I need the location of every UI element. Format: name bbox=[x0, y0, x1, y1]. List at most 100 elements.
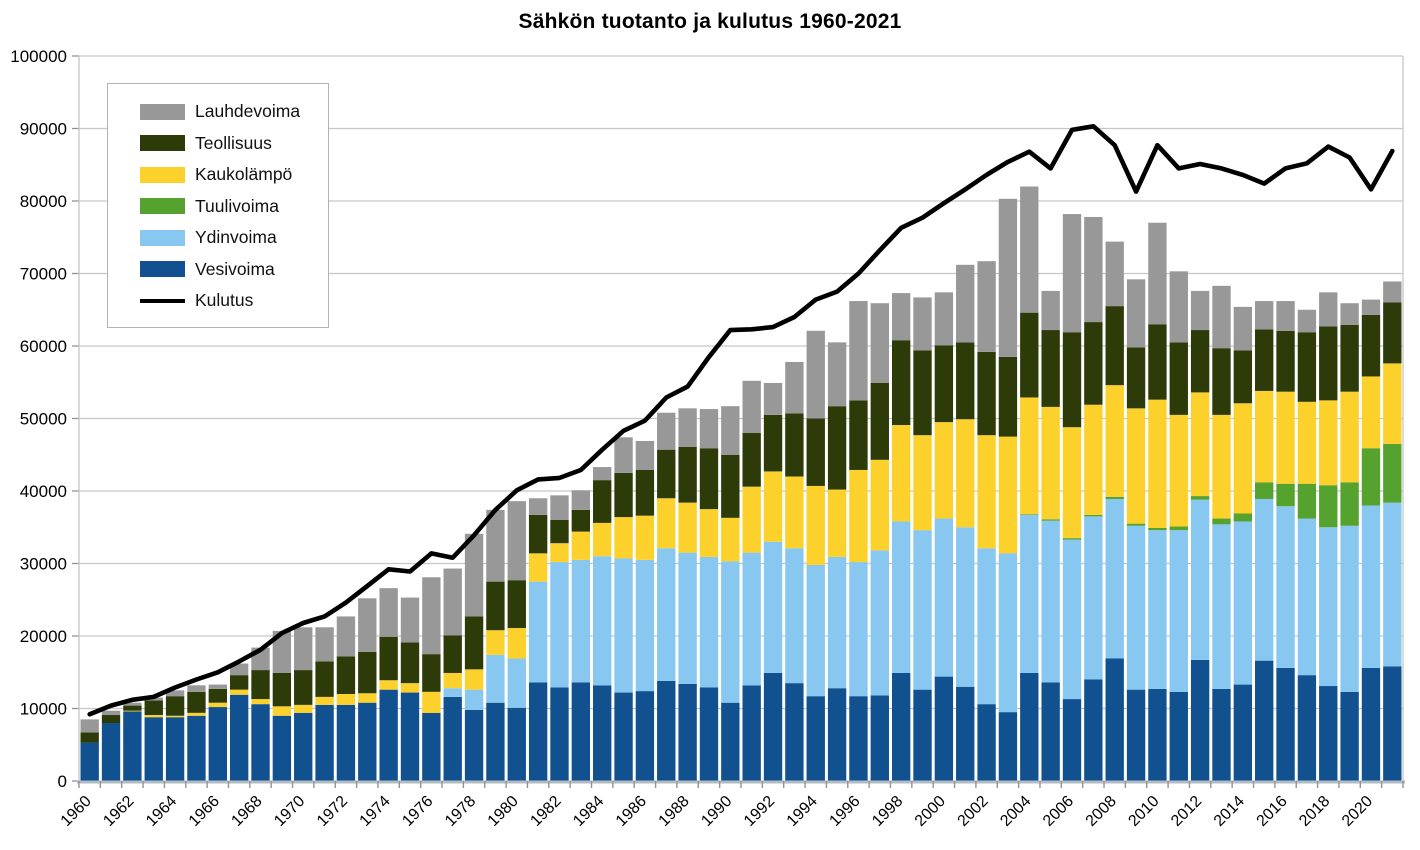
bar-segment-lauhdevoima-2003 bbox=[998, 198, 1018, 357]
bar-segment-teollisuus-1984 bbox=[593, 480, 612, 523]
x-axis-label: 2020 bbox=[1339, 793, 1376, 830]
bar-segment-kaukolämpö-1982 bbox=[550, 543, 569, 563]
bar-segment-vesivoima-1971 bbox=[315, 704, 334, 781]
bar-segment-tuulivoima-2010 bbox=[1148, 527, 1167, 531]
bar-segment-vesivoima-1966 bbox=[208, 707, 227, 781]
bar-segment-ydinvoima-1990 bbox=[721, 561, 740, 703]
legend-swatch-tuulivoima bbox=[140, 198, 185, 215]
bar-segment-ydinvoima-1983 bbox=[571, 559, 591, 683]
bar-segment-kaukolämpö-1979 bbox=[486, 630, 505, 655]
legend-item-vesivoima: Vesivoima bbox=[108, 254, 328, 286]
bar-segment-ydinvoima-1982 bbox=[550, 562, 569, 688]
bar-segment-teollisuus-2000 bbox=[934, 345, 954, 423]
bar-segment-vesivoima-2018 bbox=[1319, 686, 1338, 781]
bar-segment-lauhdevoima-2005 bbox=[1041, 290, 1060, 331]
bar-segment-teollisuus-1995 bbox=[827, 406, 847, 490]
bar-segment-kaukolämpö-1994 bbox=[806, 485, 825, 565]
chart-title: Sähkön tuotanto ja kulutus 1960-2021 bbox=[518, 10, 902, 33]
bar-segment-vesivoima-1968 bbox=[251, 704, 270, 781]
bar-segment-teollisuus-1983 bbox=[571, 509, 591, 532]
bar-segment-tuulivoima-2019 bbox=[1340, 482, 1359, 526]
bar-segment-kaukolämpö-1981 bbox=[528, 553, 548, 582]
bar-segment-lauhdevoima-2011 bbox=[1169, 271, 1188, 343]
bar-segment-lauhdevoima-1984 bbox=[593, 467, 612, 481]
bar-segment-lauhdevoima-1960 bbox=[80, 719, 99, 733]
bar-segment-lauhdevoima-2019 bbox=[1340, 303, 1359, 325]
bar-segment-teollisuus-2008 bbox=[1105, 306, 1124, 386]
bar-segment-teollisuus-1962 bbox=[123, 705, 142, 711]
bar-segment-vesivoima-1994 bbox=[806, 696, 825, 781]
bar-segment-teollisuus-2006 bbox=[1062, 332, 1082, 428]
bar-segment-lauhdevoima-1989 bbox=[699, 409, 719, 449]
y-axis-label: 40000 bbox=[20, 482, 67, 501]
bar-segment-vesivoima-1964 bbox=[165, 717, 185, 781]
bar-segment-teollisuus-1976 bbox=[422, 654, 441, 692]
x-axis-label: 1970 bbox=[271, 793, 308, 830]
bar-segment-teollisuus-2013 bbox=[1212, 348, 1231, 415]
bar-segment-teollisuus-2012 bbox=[1190, 330, 1210, 393]
x-axis-label: 2012 bbox=[1168, 793, 1205, 830]
bar-segment-teollisuus-2011 bbox=[1169, 342, 1188, 415]
bar-segment-lauhdevoima-1962 bbox=[123, 702, 142, 706]
bar-segment-vesivoima-2002 bbox=[977, 704, 996, 781]
bar-segment-lauhdevoima-1977 bbox=[443, 568, 462, 636]
bar-segment-ydinvoima-1984 bbox=[593, 556, 612, 686]
legend-label: Vesivoima bbox=[195, 258, 275, 279]
bar-segment-teollisuus-1960 bbox=[80, 732, 99, 743]
bar-segment-kaukolämpö-1993 bbox=[785, 476, 804, 549]
bar-segment-vesivoima-1998 bbox=[891, 672, 911, 781]
bar-segment-vesivoima-2008 bbox=[1105, 658, 1124, 781]
bar-segment-ydinvoima-2002 bbox=[977, 548, 996, 705]
legend-item-ydinvoima: Ydinvoima bbox=[108, 222, 328, 254]
bar-segment-kaukolämpö-1962 bbox=[123, 710, 142, 712]
bar-segment-lauhdevoima-2013 bbox=[1212, 285, 1231, 349]
bar-segment-lauhdevoima-1993 bbox=[785, 361, 804, 414]
bar-segment-teollisuus-2009 bbox=[1126, 347, 1146, 409]
bar-segment-teollisuus-1964 bbox=[165, 696, 185, 716]
bar-segment-vesivoima-1975 bbox=[400, 692, 420, 781]
legend-label: Teollisuus bbox=[195, 132, 272, 153]
bar-segment-ydinvoima-1988 bbox=[678, 552, 697, 684]
x-axis-label: 2006 bbox=[1040, 793, 1077, 830]
bar-segment-vesivoima-2003 bbox=[998, 712, 1018, 781]
bar-segment-ydinvoima-2010 bbox=[1148, 530, 1167, 689]
bar-segment-kaukolämpö-1987 bbox=[657, 498, 676, 549]
bar-segment-ydinvoima-1992 bbox=[763, 541, 783, 673]
x-axis-label: 1984 bbox=[570, 793, 607, 830]
bar-segment-lauhdevoima-1994 bbox=[806, 330, 825, 419]
bar-segment-ydinvoima-2012 bbox=[1190, 499, 1210, 660]
bar-segment-lauhdevoima-1983 bbox=[571, 490, 591, 510]
bar-segment-vesivoima-1996 bbox=[849, 696, 868, 781]
bar-segment-lauhdevoima-1969 bbox=[272, 630, 292, 673]
legend-label: Kaukolämpö bbox=[195, 164, 293, 185]
x-axis-label: 2016 bbox=[1254, 793, 1291, 830]
bar-segment-teollisuus-2005 bbox=[1041, 330, 1060, 407]
bar-segment-teollisuus-1979 bbox=[486, 581, 505, 631]
bar-segment-teollisuus-1982 bbox=[550, 520, 569, 544]
bar-segment-vesivoima-1995 bbox=[827, 688, 847, 781]
x-axis-label: 1966 bbox=[186, 793, 223, 830]
bar-segment-kaukolämpö-1992 bbox=[763, 471, 783, 542]
bar-segment-teollisuus-1978 bbox=[464, 616, 484, 670]
x-axis-label: 1962 bbox=[100, 793, 137, 830]
bar-segment-vesivoima-1974 bbox=[379, 689, 398, 781]
bar-segment-kaukolämpö-1980 bbox=[507, 628, 526, 659]
bar-segment-ydinvoima-1986 bbox=[635, 559, 655, 692]
bar-segment-lauhdevoima-2004 bbox=[1020, 186, 1039, 313]
bar-segment-ydinvoima-2005 bbox=[1041, 520, 1060, 683]
bar-segment-lauhdevoima-1995 bbox=[827, 342, 847, 407]
x-axis-label: 2004 bbox=[997, 793, 1034, 830]
bar-segment-tuulivoima-2021 bbox=[1383, 443, 1402, 503]
x-axis-label: 1974 bbox=[357, 793, 394, 830]
bar-segment-lauhdevoima-1982 bbox=[550, 495, 569, 520]
legend: Lauhdevoima Teollisuus Kaukolämpö Tuulivoim… bbox=[107, 83, 329, 328]
bar-segment-tuulivoima-2012 bbox=[1190, 496, 1210, 500]
bar-segment-vesivoima-2012 bbox=[1190, 659, 1210, 781]
bar-segment-ydinvoima-2021 bbox=[1383, 502, 1402, 667]
bar-segment-vesivoima-1989 bbox=[699, 687, 719, 781]
bar-segment-teollisuus-2002 bbox=[977, 351, 996, 436]
bar-segment-teollisuus-1988 bbox=[678, 446, 697, 503]
bar-segment-teollisuus-1961 bbox=[101, 715, 121, 723]
bar-segment-kaukolämpö-2002 bbox=[977, 435, 996, 549]
bar-segment-ydinvoima-2009 bbox=[1126, 525, 1146, 690]
